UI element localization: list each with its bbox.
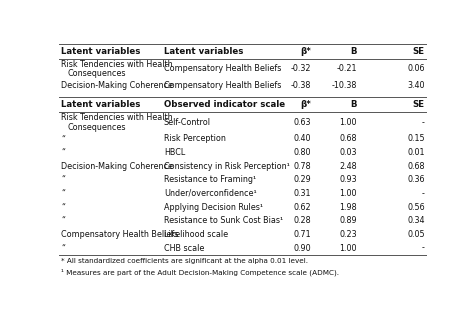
Text: 0.15: 0.15: [407, 134, 425, 143]
Text: -: -: [422, 243, 425, 252]
Text: 0.63: 0.63: [293, 118, 311, 127]
Text: Compensatory Health Beliefs: Compensatory Health Beliefs: [164, 81, 282, 90]
Text: 0.28: 0.28: [293, 216, 311, 225]
Text: 0.68: 0.68: [339, 134, 357, 143]
Text: 1.00: 1.00: [339, 189, 357, 198]
Text: 0.56: 0.56: [407, 203, 425, 212]
Text: “: “: [61, 134, 65, 143]
Text: β*: β*: [300, 100, 311, 109]
Text: SE: SE: [413, 100, 425, 109]
Text: Self-Control: Self-Control: [164, 118, 211, 127]
Text: 1.98: 1.98: [339, 203, 357, 212]
Text: “: “: [61, 148, 65, 157]
Text: 0.34: 0.34: [407, 216, 425, 225]
Text: Risk Tendencies with Health: Risk Tendencies with Health: [61, 113, 173, 122]
Text: Resistance to Framing¹: Resistance to Framing¹: [164, 175, 256, 184]
Text: 0.90: 0.90: [293, 243, 311, 252]
Text: 0.71: 0.71: [293, 230, 311, 239]
Text: Risk Perception: Risk Perception: [164, 134, 226, 143]
Text: Likelihood scale: Likelihood scale: [164, 230, 228, 239]
Text: Resistance to Sunk Cost Bias¹: Resistance to Sunk Cost Bias¹: [164, 216, 283, 225]
Text: “: “: [61, 203, 65, 212]
Text: -0.32: -0.32: [291, 64, 311, 73]
Text: 2.48: 2.48: [339, 162, 357, 171]
Text: 0.62: 0.62: [293, 203, 311, 212]
Text: 0.01: 0.01: [407, 148, 425, 157]
Text: β*: β*: [300, 47, 311, 56]
Text: Risk Tendencies with Health: Risk Tendencies with Health: [61, 60, 173, 69]
Text: Decision-Making Coherence: Decision-Making Coherence: [61, 81, 173, 90]
Text: Compensatory Health Beliefs: Compensatory Health Beliefs: [164, 64, 282, 73]
Text: “: “: [61, 216, 65, 225]
Text: 0.80: 0.80: [293, 148, 311, 157]
Text: -0.21: -0.21: [337, 64, 357, 73]
Text: -: -: [422, 118, 425, 127]
Text: -0.38: -0.38: [291, 81, 311, 90]
Text: Under/overconfidence¹: Under/overconfidence¹: [164, 189, 257, 198]
Text: 3.40: 3.40: [407, 81, 425, 90]
Text: Consistency in Risk Perception¹: Consistency in Risk Perception¹: [164, 162, 290, 171]
Text: B: B: [350, 47, 357, 56]
Text: HBCL: HBCL: [164, 148, 185, 157]
Text: 0.31: 0.31: [293, 189, 311, 198]
Text: Consequences: Consequences: [68, 69, 126, 78]
Text: * All standardized coefficients are significant at the alpha 0.01 level.: * All standardized coefficients are sign…: [61, 258, 308, 264]
Text: Latent variables: Latent variables: [164, 47, 243, 56]
Text: “: “: [61, 243, 65, 252]
Text: -10.38: -10.38: [331, 81, 357, 90]
Text: 0.03: 0.03: [339, 148, 357, 157]
Text: Applying Decision Rules¹: Applying Decision Rules¹: [164, 203, 263, 212]
Text: ¹ Measures are part of the Adult Decision-Making Competence scale (ADMC).: ¹ Measures are part of the Adult Decisio…: [61, 268, 339, 276]
Text: Latent variables: Latent variables: [61, 47, 140, 56]
Text: 0.36: 0.36: [407, 175, 425, 184]
Text: 0.78: 0.78: [293, 162, 311, 171]
Text: 0.05: 0.05: [407, 230, 425, 239]
Text: B: B: [350, 100, 357, 109]
Text: SE: SE: [413, 47, 425, 56]
Text: 0.29: 0.29: [293, 175, 311, 184]
Text: 0.40: 0.40: [293, 134, 311, 143]
Text: Latent variables: Latent variables: [61, 100, 140, 109]
Text: “: “: [61, 189, 65, 198]
Text: CHB scale: CHB scale: [164, 243, 204, 252]
Text: Compensatory Health Beliefs: Compensatory Health Beliefs: [61, 230, 179, 239]
Text: Decision-Making Coherence: Decision-Making Coherence: [61, 162, 173, 171]
Text: 0.89: 0.89: [339, 216, 357, 225]
Text: 0.93: 0.93: [339, 175, 357, 184]
Text: 0.68: 0.68: [407, 162, 425, 171]
Text: -: -: [422, 189, 425, 198]
Text: 0.06: 0.06: [407, 64, 425, 73]
Text: Consequences: Consequences: [68, 123, 126, 132]
Text: 1.00: 1.00: [339, 243, 357, 252]
Text: 0.23: 0.23: [339, 230, 357, 239]
Text: “: “: [61, 175, 65, 184]
Text: Observed indicator scale: Observed indicator scale: [164, 100, 285, 109]
Text: 1.00: 1.00: [339, 118, 357, 127]
